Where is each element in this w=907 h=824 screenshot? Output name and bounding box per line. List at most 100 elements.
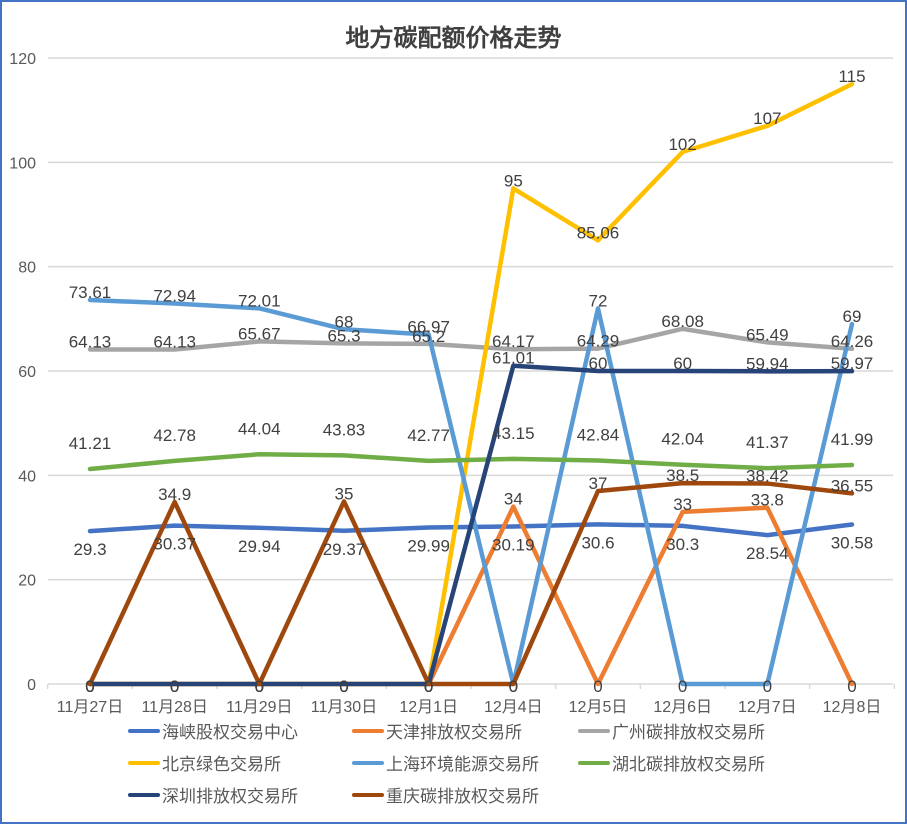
legend-item[interactable]: 北京绿色交易所 [128,750,281,775]
data-label: 34 [504,490,523,509]
data-label: 0 [678,677,687,696]
y-tick-label: 40 [18,468,36,485]
data-label: 42.04 [661,430,704,449]
legend-item[interactable]: 天津排放权交易所 [352,718,522,743]
data-label: 64.17 [492,332,535,351]
legend-swatch-icon [578,760,610,765]
data-label: 0 [424,677,433,696]
data-label: 64.13 [69,332,112,351]
x-tick-label: 12月4日 [484,699,543,716]
data-label: 29.3 [73,540,106,559]
legend-item[interactable]: 湖北碳排放权交易所 [578,750,765,775]
x-tick-label: 12月5日 [569,699,628,716]
legend-swatch-icon [128,760,160,765]
legend-swatch-icon [128,728,160,733]
data-label: 42.78 [153,426,196,445]
data-label: 30.19 [492,536,535,555]
series-line [87,452,855,472]
legend-swatch-icon [352,760,384,765]
data-label: 73.61 [69,283,112,302]
y-tick-label: 60 [18,364,36,381]
data-label: 0 [339,677,348,696]
x-tick-label: 12月1日 [399,699,458,716]
data-label: 42.84 [577,426,620,445]
legend-label: 北京绿色交易所 [162,755,281,775]
data-label: 0 [170,677,179,696]
data-label: 33 [673,495,692,514]
x-tick-label: 11月28日 [141,699,207,716]
data-label: 69 [843,307,862,326]
data-label: 0 [170,677,179,696]
legend-item[interactable]: 深圳排放权交易所 [128,782,298,807]
data-label: 33.8 [751,491,784,510]
data-label: 115 [838,67,865,86]
series-line [87,326,855,352]
data-label: 0 [255,677,264,696]
data-label: 30.6 [581,533,614,552]
data-label: 38.5 [666,466,699,485]
data-label: 68.08 [661,312,704,331]
data-label: 65.3 [327,326,360,345]
data-label: 60 [673,354,692,373]
y-tick-label: 80 [18,260,36,277]
data-label: 60 [589,354,608,373]
data-label: 0 [424,677,433,696]
data-label: 0 [339,677,348,696]
data-label: 30.58 [831,533,874,552]
y-tick-label: 100 [9,155,36,172]
x-tick-label: 11月29日 [226,699,292,716]
data-label: 36.55 [831,476,874,495]
data-label: 0 [424,677,433,696]
data-label: 0 [509,677,518,696]
data-labels: 29.3 30.37 29.94 29.37 29.99 30.19 30.6 30.3 28.… [69,67,874,696]
data-label: 41.37 [746,433,789,452]
x-axis: 11月27日 11月28日 11月29日 11月30日 12月1日 12月4日 12月5日 1… [46,684,896,716]
data-label: 29.94 [238,537,281,556]
data-label: 64.29 [577,332,620,351]
data-label: 30.37 [153,535,196,554]
data-label: 68 [335,312,354,331]
data-label: 64.13 [153,332,196,351]
data-label: 85.06 [577,223,620,242]
data-label: 0 [85,677,94,696]
data-label: 37 [589,474,608,493]
x-tick-label: 12月8日 [823,699,882,716]
data-label: 0 [255,677,264,696]
data-label: 72.94 [153,286,196,305]
x-tick-label: 12月7日 [738,699,797,716]
data-label: 29.99 [407,537,450,556]
data-label: 72 [589,291,608,310]
legend-item[interactable]: 重庆碳排放权交易所 [352,782,539,807]
legend-label: 重庆碳排放权交易所 [386,787,539,807]
x-tick-label: 11月27日 [57,699,123,716]
legend-item[interactable]: 海峡股权交易中心 [128,718,298,743]
legend-label: 深圳排放权交易所 [162,787,298,807]
data-label: 0 [85,677,94,696]
data-label: 102 [668,135,696,154]
data-label: 0 [85,677,94,696]
series-line [87,480,855,687]
legend-label: 海峡股权交易中心 [162,723,298,743]
legend-item[interactable]: 广州碳排放权交易所 [578,718,765,743]
legend-item[interactable]: 上海环境能源交易所 [352,750,539,775]
series-line [87,363,855,687]
data-label: 0 [424,677,433,696]
legend-label: 上海环境能源交易所 [386,755,539,775]
data-label: 29.37 [323,540,366,559]
data-label: 95 [504,171,523,190]
data-label: 0 [763,677,772,696]
legend-swatch-icon [578,728,610,733]
data-label: 0 [593,677,602,696]
data-label: 35 [335,484,354,503]
legend-swatch-icon [352,792,384,797]
y-tick-label: 0 [27,677,36,694]
data-label: 41.99 [831,430,874,449]
legend-label: 天津排放权交易所 [386,723,522,743]
legend-swatch-icon [128,792,160,797]
data-label: 28.54 [746,544,789,563]
legend-label: 湖北碳排放权交易所 [612,755,765,775]
y-tick-label: 20 [18,573,36,590]
data-label: 44.04 [238,419,281,438]
x-tick-label: 12月6日 [653,699,712,716]
